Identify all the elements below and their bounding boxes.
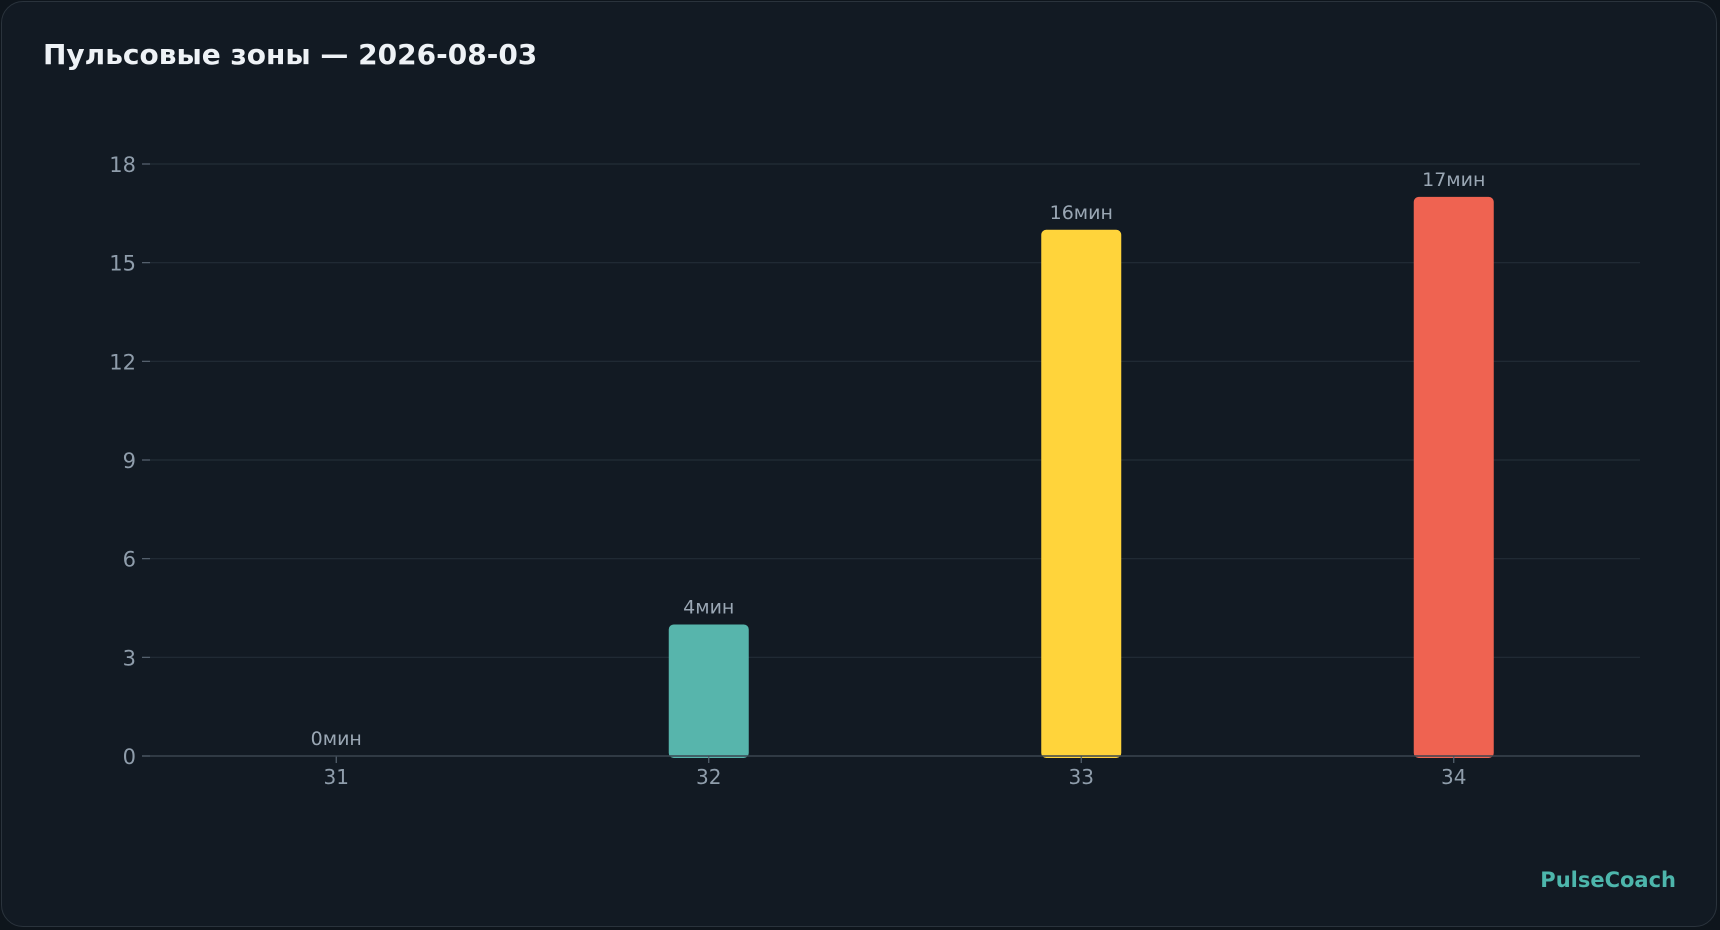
y-tick-label: 15 bbox=[109, 252, 136, 276]
y-tick-label: 12 bbox=[109, 350, 136, 374]
bar bbox=[1041, 229, 1122, 758]
bar bbox=[668, 624, 749, 758]
x-tick-label: 34 bbox=[1441, 765, 1466, 789]
data-label: 0мин bbox=[311, 728, 362, 750]
y-tick-label: 18 bbox=[109, 153, 136, 177]
bar bbox=[1413, 196, 1494, 758]
data-label: 17мин bbox=[1422, 169, 1485, 191]
y-tick-label: 6 bbox=[123, 548, 136, 572]
x-tick-label: 31 bbox=[324, 765, 349, 789]
x-tick-label: 33 bbox=[1069, 765, 1094, 789]
y-tick-label: 9 bbox=[123, 449, 136, 473]
y-tick-label: 3 bbox=[123, 646, 136, 670]
x-tick-label: 32 bbox=[696, 765, 721, 789]
brand-logo-text: PulseCoach bbox=[1540, 868, 1676, 892]
data-label: 16мин bbox=[1050, 202, 1113, 224]
y-tick-label: 0 bbox=[123, 745, 136, 769]
data-label: 4мин bbox=[683, 596, 734, 618]
chart-title: Пульсовые зоны — 2026-08-03 bbox=[43, 38, 538, 71]
